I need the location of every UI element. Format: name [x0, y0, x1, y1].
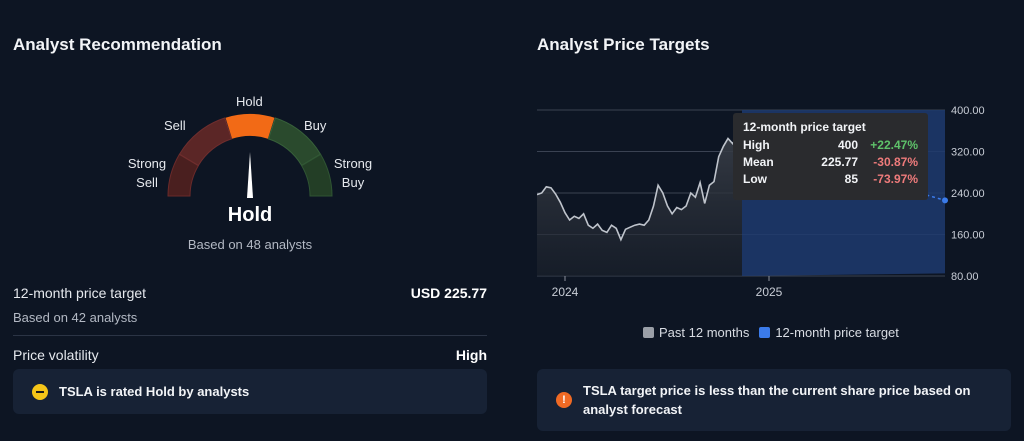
tooltip-mean-pct: -30.87% — [873, 155, 918, 169]
target-price-notice-text: TSLA target price is less than the curre… — [583, 383, 971, 417]
price-volatility-value: High — [455, 347, 487, 363]
price-target-tooltip: 12-month price target High 400 +22.47% M… — [733, 113, 928, 200]
gauge-label-buy: Buy — [304, 118, 327, 133]
hold-rating-notice-text: TSLA is rated Hold by analysts — [59, 384, 250, 399]
target-price-notice: ! TSLA target price is less than the cur… — [537, 369, 1011, 431]
recommendation-gauge: Hold Sell Buy Strong Sell Strong Buy — [120, 88, 380, 223]
minus-circle-icon — [32, 383, 48, 400]
chart-legend: Past 12 months 12-month price target — [643, 325, 909, 340]
gauge-segment-sell — [178, 117, 233, 167]
section-divider — [13, 335, 487, 336]
gauge-needle — [247, 152, 253, 198]
hold-rating-notice: TSLA is rated Hold by analysts — [13, 369, 487, 414]
x-tick-label: 2025 — [756, 285, 783, 299]
rating-value: Hold — [227, 204, 273, 226]
analyst-price-targets-title: Analyst Price Targets — [537, 35, 710, 54]
tooltip-mean-value: 225.77 — [821, 155, 858, 169]
gauge-svg — [167, 113, 333, 198]
y-tick-label: 160.00 — [951, 230, 985, 242]
y-tick-label: 240.00 — [951, 188, 985, 200]
tooltip-low-pct: -73.97% — [873, 172, 918, 186]
y-tick-label: 80.00 — [951, 271, 979, 283]
legend-swatch-past — [643, 327, 654, 338]
tooltip-low-label: Low — [743, 172, 767, 186]
tooltip-high-value: 400 — [837, 138, 858, 152]
tooltip-low-value: 85 — [844, 172, 858, 186]
price-volatility-label: Price volatility — [13, 347, 99, 363]
tooltip-row-mean: Mean 225.77 -30.87% — [743, 154, 918, 171]
gauge-label-strong-sell: Strong Sell — [127, 156, 167, 190]
legend-label-past: Past 12 months — [659, 325, 750, 340]
gauge-label-sell: Sell — [164, 118, 186, 133]
legend-item-target[interactable]: 12-month price target — [759, 325, 899, 340]
price-target-analyst-count: Based on 42 analysts — [13, 310, 138, 325]
tooltip-mean-label: Mean — [743, 155, 774, 169]
target-mean-point — [942, 197, 948, 204]
gauge-segment-strong-buy — [301, 153, 333, 197]
legend-swatch-target — [759, 327, 771, 338]
tooltip-row-low: Low 85 -73.97% — [743, 171, 918, 188]
analyst-recommendation-title: Analyst Recommendation — [13, 35, 222, 54]
x-tick-label: 2024 — [552, 285, 579, 299]
gauge-segment-hold — [225, 113, 275, 139]
legend-label-target: 12-month price target — [775, 325, 899, 340]
y-tick-label: 320.00 — [951, 147, 985, 159]
legend-item-past[interactable]: Past 12 months — [643, 325, 749, 340]
exclamation-circle-icon: ! — [556, 392, 572, 408]
recommendation-analyst-count: Based on 48 analysts — [187, 237, 313, 252]
price-target-label: 12-month price target — [13, 285, 147, 301]
tooltip-row-high: High 400 +22.47% — [743, 137, 918, 154]
gauge-label-strong-buy: Strong Buy — [333, 156, 373, 190]
y-tick-label: 400.00 — [951, 105, 985, 117]
tooltip-high-label: High — [743, 138, 770, 152]
past-price-area — [537, 135, 742, 276]
tooltip-high-pct: +22.47% — [870, 138, 918, 152]
gauge-label-hold: Hold — [236, 94, 263, 109]
past-price-line — [536, 134, 743, 242]
tooltip-title: 12-month price target — [743, 120, 866, 134]
price-target-value: USD 225.77 — [410, 285, 487, 301]
